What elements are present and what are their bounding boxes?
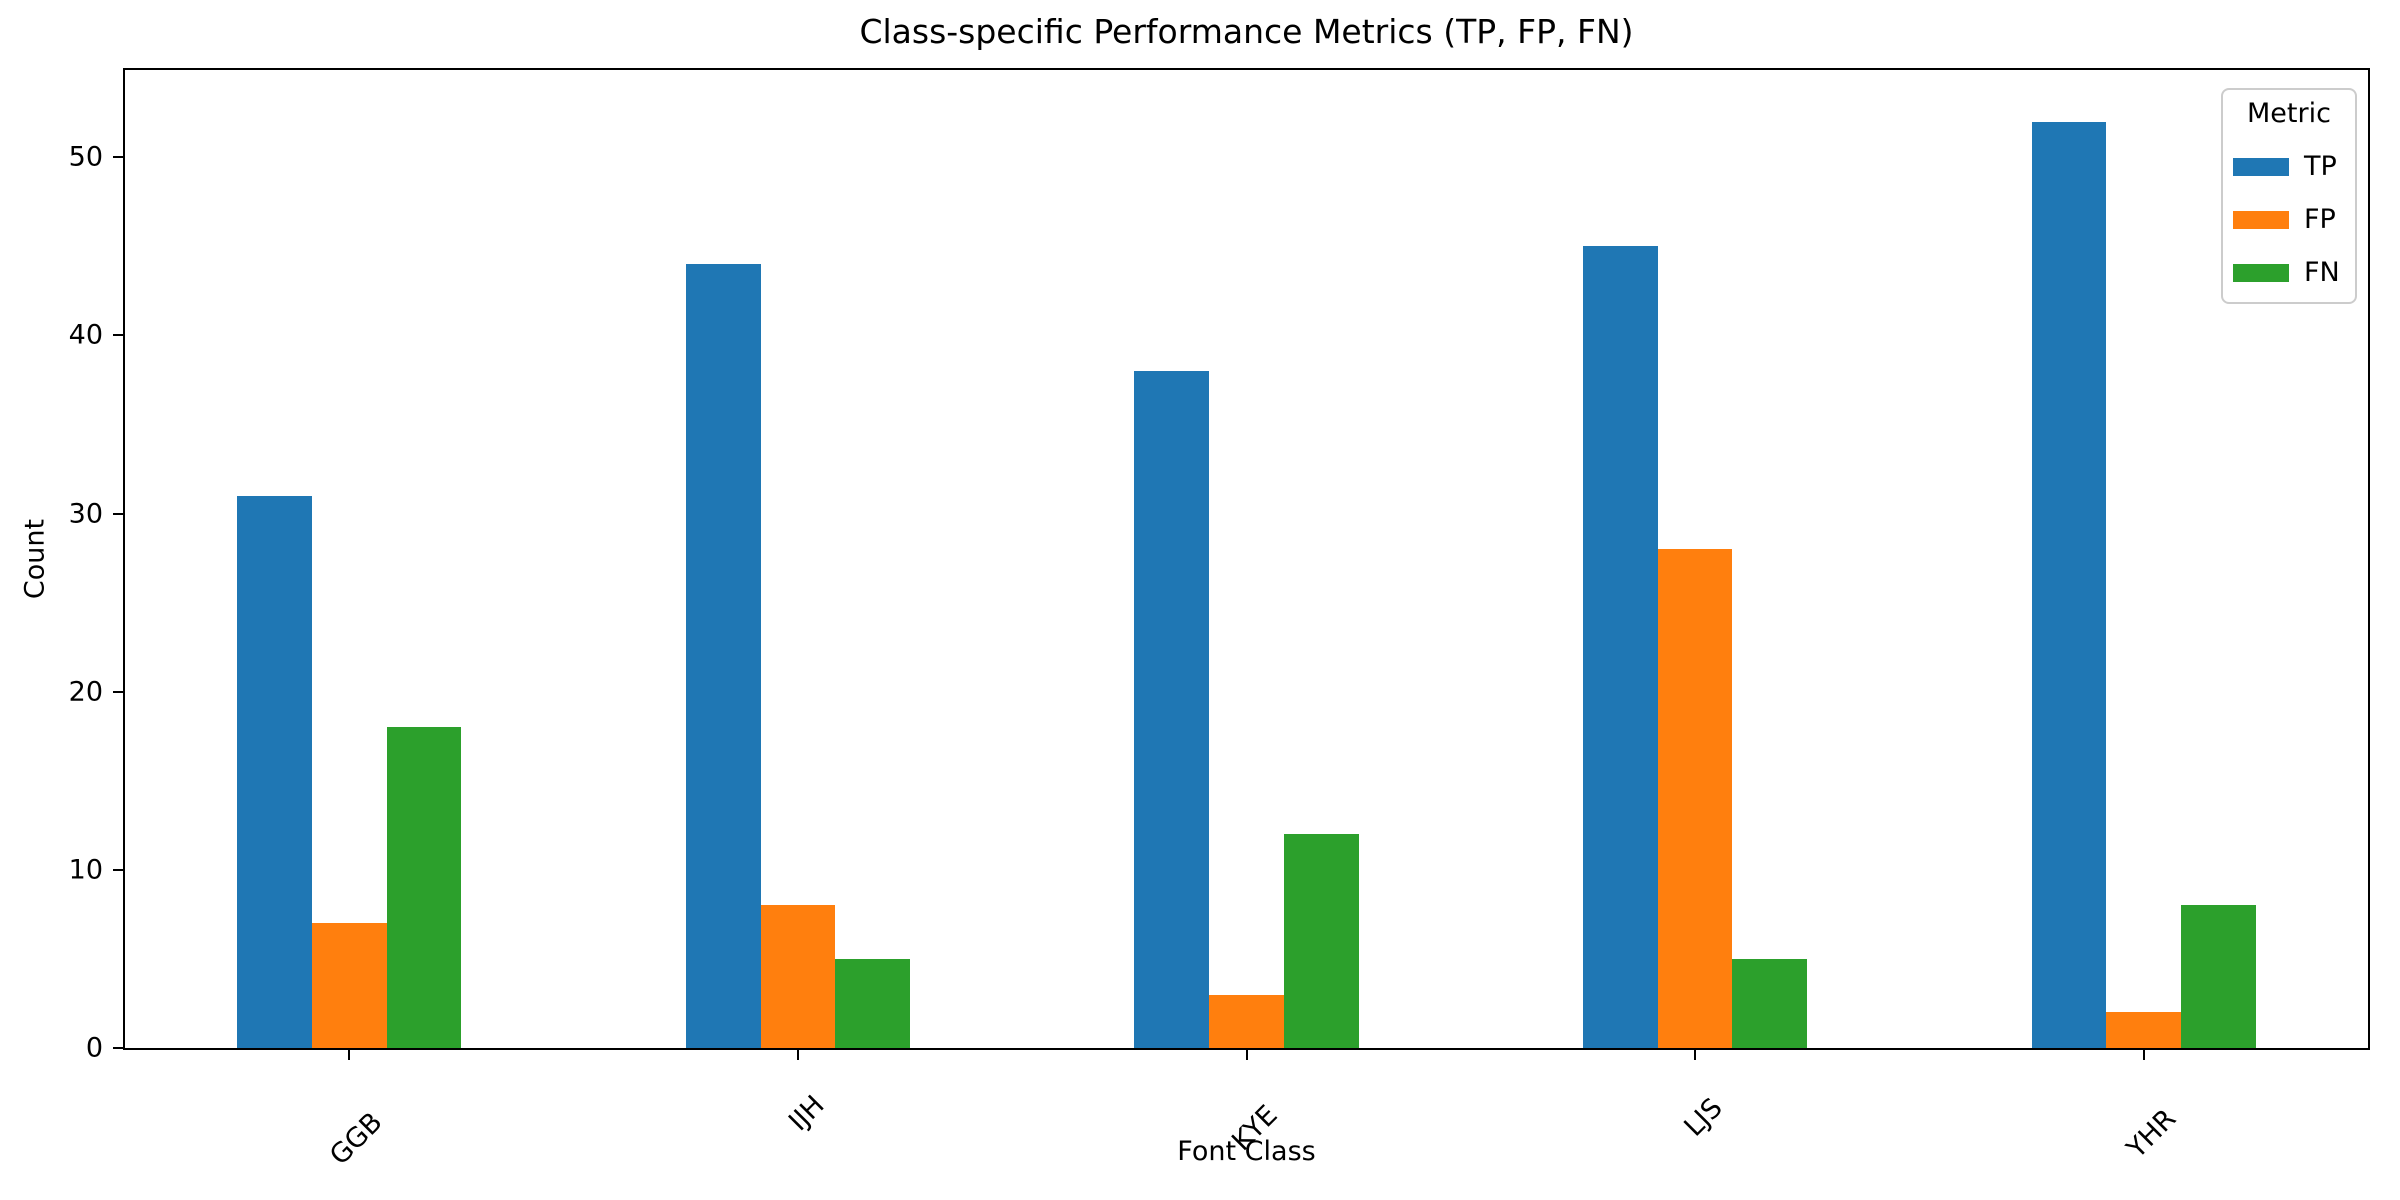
y-tick-label: 10: [68, 854, 103, 886]
bar-yhr-tp: [2031, 121, 2107, 1048]
legend-title: Metric: [2247, 98, 2331, 129]
x-axis-label: Font Class: [1177, 1136, 1316, 1167]
bar-yhr-fp: [2106, 1012, 2182, 1048]
x-tick-label-ijh: IJH: [782, 1089, 831, 1138]
bar-kye-tp: [1134, 371, 1210, 1048]
legend-item-fn: FN: [2223, 257, 2355, 288]
legend-swatch-tp: [2233, 157, 2289, 176]
bar-yhr-fn: [2181, 905, 2256, 1048]
y-axis-label: Count: [19, 518, 51, 600]
legend-item-fp: FP: [2223, 204, 2355, 235]
legend-swatch-fp: [2233, 210, 2289, 229]
y-tick-mark: [113, 512, 123, 515]
y-tick-label: 50: [68, 141, 103, 173]
x-tick-mark: [1694, 1050, 1697, 1060]
bar-kye-fn: [1283, 834, 1359, 1048]
bar-ljs-fn: [1732, 958, 1808, 1048]
x-tick-mark: [2142, 1050, 2145, 1060]
plot-area: 0 10 20 30 40 50 GGB IJH KYE LJS YHR: [69, 68, 2370, 1171]
bar-ijh-fp: [760, 905, 836, 1048]
legend-item-label: FP: [2304, 204, 2336, 235]
y-tick-mark: [113, 868, 123, 871]
y-tick-mark: [113, 690, 123, 693]
x-tick-mark: [348, 1050, 351, 1060]
y-tick-mark: [113, 1047, 123, 1049]
legend-item-label: FN: [2304, 257, 2340, 288]
legend-item-label: TP: [2304, 151, 2337, 182]
bar-ljs-tp: [1582, 246, 1658, 1048]
legend-items: TP FP FN: [2223, 151, 2355, 288]
bar-ljs-fp: [1657, 549, 1733, 1048]
bar-ijh-fn: [835, 958, 911, 1048]
x-tick-mark: [796, 1050, 799, 1060]
x-tick-mark: [1245, 1050, 1248, 1060]
bar-ijh-tp: [685, 264, 761, 1048]
y-tick-mark: [113, 156, 123, 159]
y-tick-mark: [113, 334, 123, 337]
legend-item-tp: TP: [2223, 151, 2355, 182]
chart-title: Class-specific Performance Metrics (TP, …: [859, 12, 1634, 51]
bar-ggb-tp: [237, 495, 312, 1048]
bar-ggb-fn: [386, 727, 462, 1048]
y-tick-label: 0: [85, 1032, 103, 1064]
y-tick-label: 30: [68, 498, 103, 530]
legend-swatch-fn: [2233, 263, 2289, 282]
bar-kye-fp: [1209, 994, 1284, 1048]
legend: Metric TP FP FN: [2221, 88, 2357, 304]
bar-ggb-fp: [311, 923, 387, 1048]
y-tick-label: 20: [68, 676, 103, 708]
y-tick-label: 40: [68, 319, 103, 351]
